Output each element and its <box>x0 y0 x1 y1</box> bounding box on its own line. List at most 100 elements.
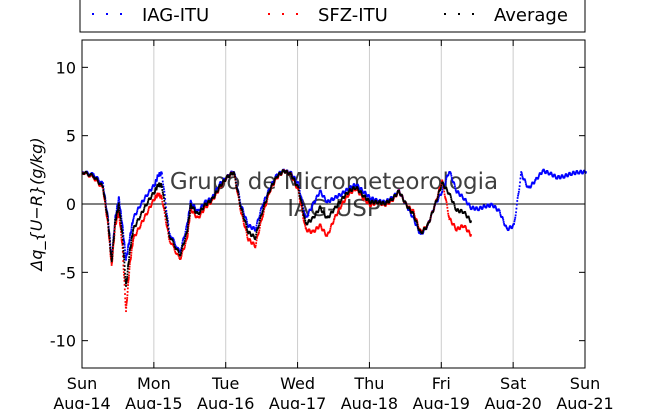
data-point <box>235 185 238 188</box>
data-point <box>129 245 132 248</box>
data-point <box>119 210 122 213</box>
data-point <box>111 257 113 260</box>
data-point <box>299 200 301 203</box>
data-point <box>245 217 248 220</box>
data-point <box>446 190 449 193</box>
data-point <box>132 238 135 241</box>
data-point <box>124 252 127 254</box>
data-point <box>165 213 167 216</box>
data-point <box>122 260 125 262</box>
data-point <box>437 191 440 194</box>
data-point <box>546 170 549 173</box>
data-point <box>317 211 319 214</box>
data-point <box>121 224 124 226</box>
data-point <box>143 197 146 199</box>
data-point <box>122 268 125 271</box>
data-point <box>161 176 164 179</box>
data-point <box>242 215 245 218</box>
data-point <box>453 202 456 205</box>
data-point <box>117 215 119 217</box>
data-point <box>183 241 186 244</box>
data-point <box>308 229 311 231</box>
data-point <box>255 226 258 229</box>
data-point <box>455 229 458 232</box>
data-point <box>155 196 158 198</box>
data-point <box>120 233 123 236</box>
data-point <box>413 220 416 223</box>
data-point <box>109 251 112 254</box>
data-point <box>161 203 164 205</box>
data-point <box>86 172 88 175</box>
data-point <box>245 223 248 226</box>
data-point <box>537 176 540 179</box>
data-point <box>111 256 114 258</box>
data-point <box>485 206 488 209</box>
data-point <box>262 210 265 213</box>
data-point <box>347 191 350 193</box>
data-point <box>244 226 247 229</box>
data-point <box>110 253 112 256</box>
data-point <box>266 195 269 197</box>
data-point <box>319 190 322 192</box>
data-point <box>143 218 145 221</box>
data-point <box>143 206 146 209</box>
data-point <box>111 251 114 254</box>
data-point <box>239 204 242 206</box>
data-point <box>158 194 161 196</box>
data-point <box>468 232 471 235</box>
data-point <box>166 226 169 229</box>
data-point <box>344 194 347 197</box>
legend-marker <box>458 13 460 15</box>
data-point <box>108 239 111 241</box>
data-point <box>303 223 306 225</box>
data-point <box>189 207 191 210</box>
data-point <box>174 250 177 253</box>
data-point <box>436 196 439 198</box>
data-point <box>551 173 553 176</box>
data-point <box>351 191 354 194</box>
data-point <box>459 226 462 229</box>
data-point <box>121 235 124 238</box>
data-point <box>396 192 398 195</box>
data-point <box>255 242 258 244</box>
data-point <box>348 193 351 195</box>
data-point <box>186 228 189 231</box>
data-point <box>130 247 133 250</box>
data-point <box>123 256 125 259</box>
data-point <box>154 182 157 184</box>
data-point <box>112 238 115 241</box>
data-point <box>449 194 452 197</box>
data-point <box>303 216 306 219</box>
data-point <box>128 236 131 239</box>
data-point <box>133 215 135 218</box>
data-point <box>108 233 111 235</box>
data-point <box>410 214 412 216</box>
data-point <box>379 201 382 204</box>
data-point <box>269 189 272 192</box>
data-point <box>151 202 153 205</box>
data-point <box>131 232 134 235</box>
data-point <box>348 187 351 189</box>
data-point <box>417 227 420 230</box>
data-point <box>198 212 201 215</box>
data-point <box>388 198 391 201</box>
data-point <box>419 230 422 232</box>
data-point <box>367 198 370 201</box>
data-point <box>296 184 299 187</box>
data-point <box>164 218 167 221</box>
data-point <box>273 181 276 184</box>
data-point <box>174 246 177 249</box>
data-point <box>329 214 331 217</box>
data-point <box>147 192 150 195</box>
data-point <box>128 251 131 254</box>
x-tick-day: Fri <box>432 374 451 393</box>
data-point <box>323 229 325 231</box>
data-point <box>161 172 163 175</box>
data-point <box>265 200 268 203</box>
data-point <box>106 217 109 220</box>
data-point <box>370 204 373 207</box>
x-tick-date: Aug-18 <box>341 394 398 409</box>
data-point <box>333 196 336 199</box>
data-point <box>179 257 182 260</box>
data-point <box>556 176 559 179</box>
